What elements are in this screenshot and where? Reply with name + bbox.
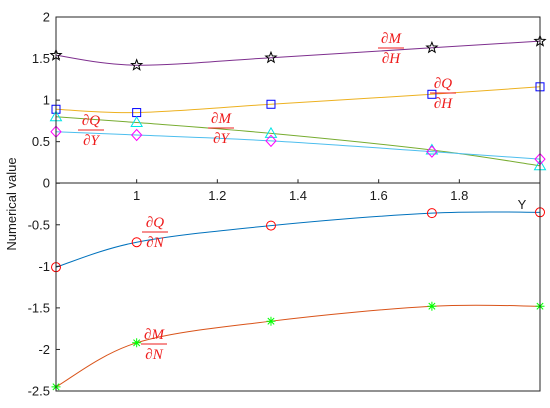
y-tick-label: -0.5 [28,217,50,232]
x-axis-label: Y [518,197,527,212]
series-line [55,116,541,167]
x-tick-label: 1.6 [370,188,388,203]
data-point [265,220,276,231]
data-point [425,40,439,54]
annotation-numerator: ∂M [144,327,165,343]
data-point [130,116,144,128]
series-annotation: ∂M ∂H [378,31,404,67]
data-point [132,338,142,348]
data-point [266,316,276,326]
data-point [131,237,142,248]
y-tick-label: 0.5 [32,134,50,149]
y-tick-label: 1 [43,93,50,108]
y-tick-label: 1.5 [32,51,50,66]
series-line [55,211,541,268]
annotation-denominator: ∂Y [213,131,230,147]
y-tick-label: -2 [38,342,50,357]
annotation-numerator: ∂M [381,31,402,47]
annotation-numerator: ∂Q [146,215,164,231]
series-line [55,131,541,160]
annotation-denominator: ∂H [382,51,401,67]
x-tick-label: 1.2 [208,188,226,203]
data-point [427,301,437,311]
y-tick-label: 2 [43,10,50,25]
data-point [265,134,277,148]
axis-ticks [56,16,460,392]
y-tick-label: -1 [38,259,50,274]
series-annotation: ∂Q ∂Y [78,113,104,149]
data-point [264,50,278,64]
y-tick-label: 0 [43,176,50,191]
data-point [426,208,437,219]
data-point [427,89,437,99]
annotation-denominator: ∂N [145,347,163,363]
data-point [426,145,438,158]
series-line [55,304,541,388]
annotation-numerator: ∂M [211,111,232,127]
series-annotation: ∂Q ∂N [142,215,168,251]
tick-labels: 1 1.2 1.4 1.6 1.8 -2.5 -2 -1.5 -1 -0.5 0 0.5 1 1.5 2 [28,10,469,399]
series-annotations: ∂M ∂H ∂Q ∂H ∂M ∂Y ∂Q ∂Y ∂Q ∂N ∂M ∂N [78,31,456,363]
data-point [264,126,278,138]
series-line [55,40,541,66]
series-markers [49,34,547,392]
annotation-denominator: ∂N [146,235,164,251]
x-tick-label: 1.8 [450,188,468,203]
data-point [130,128,143,142]
data-point [266,99,276,109]
annotation-numerator: ∂Q [82,113,100,129]
y-tick-label: -1.5 [28,300,50,315]
annotation-numerator: ∂Q [434,76,452,92]
y-tick-label: -2.5 [28,384,50,399]
annotation-denominator: ∂Y [83,133,100,149]
x-tick-label: 1.4 [289,188,307,203]
series-line [55,86,541,114]
series-annotation: ∂M ∂Y [208,111,234,147]
x-tick-label: 1 [133,188,140,203]
plot-area-frame [55,16,541,392]
series-annotation: ∂Q ∂H [430,76,456,112]
annotation-denominator: ∂H [434,96,453,112]
series-annotation: ∂M ∂N [141,327,167,363]
series-lines [55,40,541,388]
y-axis-label: Numerical value [4,157,19,250]
data-point [130,58,144,71]
